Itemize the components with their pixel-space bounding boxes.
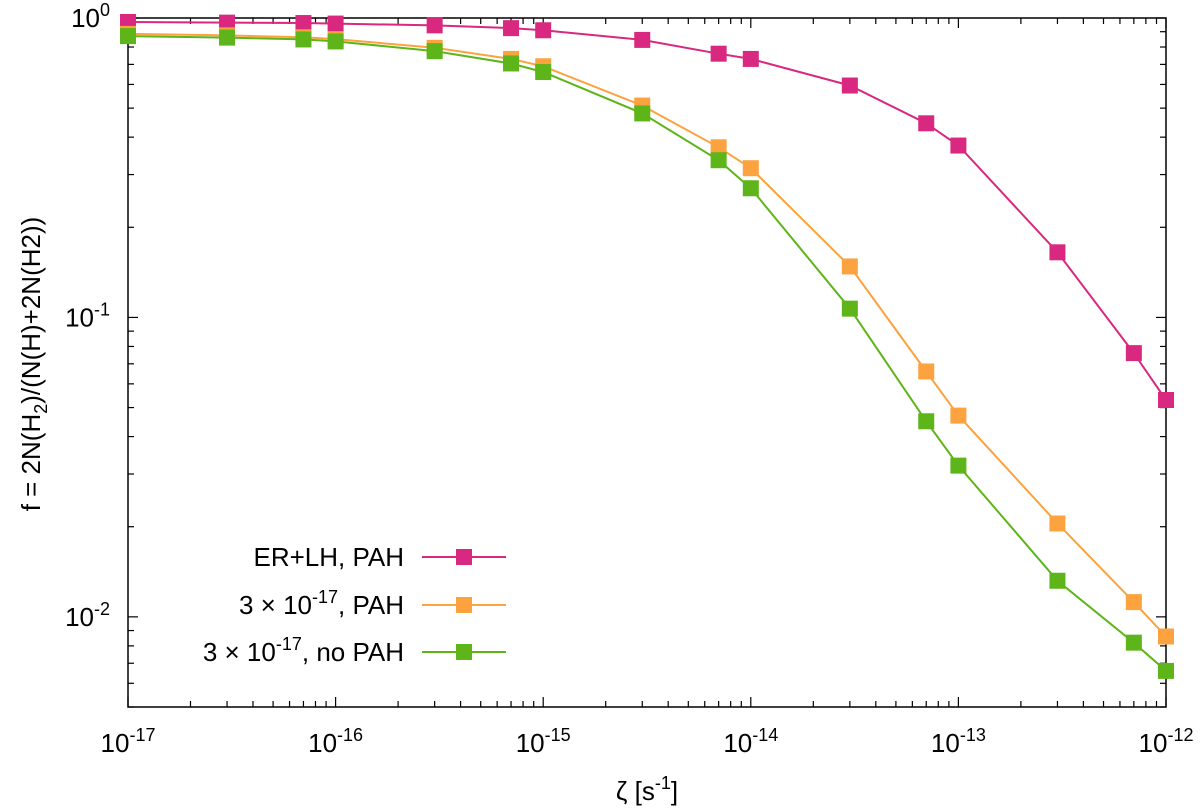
data-point xyxy=(219,29,236,46)
data-point xyxy=(742,180,759,197)
data-point xyxy=(426,17,443,34)
data-point xyxy=(327,15,344,32)
y-tick-label: 100 xyxy=(71,0,110,33)
series-3 xyxy=(120,28,1174,679)
data-point xyxy=(1158,662,1174,679)
data-point xyxy=(1049,572,1066,589)
x-tick-label: 10-17 xyxy=(101,725,156,758)
data-point xyxy=(710,139,727,156)
data-point xyxy=(742,160,759,177)
data-point xyxy=(219,14,236,31)
data-point xyxy=(535,64,552,81)
x-tick-label: 10-12 xyxy=(1139,725,1194,758)
data-point xyxy=(710,152,727,169)
data-point xyxy=(634,31,651,48)
series-1 xyxy=(120,13,1174,408)
data-point xyxy=(327,33,344,50)
series-line xyxy=(127,35,1167,672)
series-layer xyxy=(120,13,1174,679)
data-point xyxy=(503,55,520,72)
x-tick-label: 10-14 xyxy=(723,725,778,758)
y-axis-title: f = 2N(H2)/(N(H)+2N(H2)) xyxy=(16,217,51,512)
series-line xyxy=(127,32,1167,638)
legend-entry: 3 × 10-17, no PAH xyxy=(203,634,506,667)
legend: ER+LH, PAH 3 × 10-17, PAH 3 × 10-17, no PA… xyxy=(203,542,506,667)
legend-label: 3 × 10-17, no PAH xyxy=(203,634,404,667)
data-point xyxy=(950,457,967,474)
legend-label: ER+LH, PAH xyxy=(253,542,404,572)
x-axis-title: ζ [s-1] xyxy=(616,773,678,806)
data-point xyxy=(950,407,967,424)
legend-marker xyxy=(456,644,472,660)
legend-marker xyxy=(456,549,472,565)
data-point xyxy=(295,31,312,48)
data-point xyxy=(841,258,858,275)
data-point xyxy=(841,300,858,317)
legend-marker xyxy=(456,597,472,613)
data-point xyxy=(918,363,935,380)
series-line xyxy=(127,21,1167,401)
data-point xyxy=(503,20,520,37)
data-point xyxy=(1125,634,1142,651)
x-tick-label: 10-15 xyxy=(516,725,571,758)
data-point xyxy=(918,413,935,430)
data-point xyxy=(950,137,967,154)
data-point xyxy=(742,50,759,67)
data-point xyxy=(426,43,443,60)
data-point xyxy=(1158,628,1174,645)
x-tick-label: 10-13 xyxy=(931,725,986,758)
data-point xyxy=(710,45,727,62)
data-point xyxy=(1125,345,1142,362)
data-point xyxy=(295,15,312,32)
legend-entry: 3 × 10-17, PAH xyxy=(239,587,506,620)
axis-titles: ζ [s-1] f = 2N(H2)/(N(H)+2N(H2)) xyxy=(16,217,678,806)
data-point xyxy=(120,28,136,45)
legend-label: 3 × 10-17, PAH xyxy=(239,587,404,620)
data-point xyxy=(1158,391,1174,408)
y-tick-label: 10-2 xyxy=(65,599,110,632)
data-point xyxy=(634,105,651,122)
x-tick-label: 10-16 xyxy=(308,725,363,758)
data-point xyxy=(918,115,935,132)
y-tick-label: 10-1 xyxy=(65,299,110,332)
legend-entry: ER+LH, PAH xyxy=(253,542,506,572)
data-point xyxy=(535,22,552,39)
data-point xyxy=(1049,244,1066,261)
data-point xyxy=(1049,515,1066,532)
data-point xyxy=(1125,594,1142,611)
data-point xyxy=(841,77,858,94)
plot-frame xyxy=(127,17,1167,708)
